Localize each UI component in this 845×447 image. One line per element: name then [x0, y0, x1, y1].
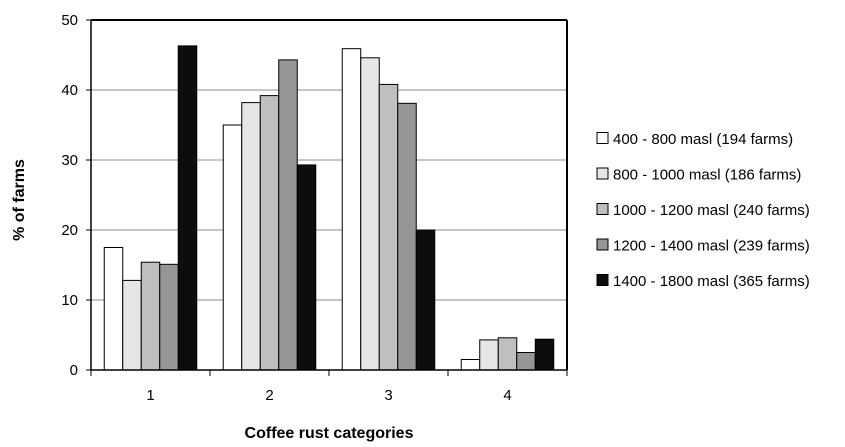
bar — [497, 337, 518, 371]
x-tick-label: 1 — [146, 387, 154, 404]
x-tick-label: 3 — [384, 387, 392, 404]
bar — [516, 352, 536, 371]
legend: 400 - 800 masl (194 farms) 800 - 1000 mas… — [596, 131, 810, 290]
bar — [278, 59, 298, 371]
y-tick-labels: 0 10 20 30 40 50 — [61, 12, 78, 379]
bar — [103, 247, 124, 371]
y-tick-label: 50 — [61, 12, 78, 29]
axes — [86, 19, 568, 376]
bar — [341, 48, 362, 371]
bar — [378, 83, 399, 371]
y-tick-label: 20 — [61, 222, 78, 239]
legend-swatch — [596, 274, 609, 286]
bar — [222, 124, 243, 371]
legend-label: 1200 - 1400 masl (239 farms) — [613, 238, 810, 255]
legend-label: 800 - 1000 masl (186 farms) — [613, 167, 801, 184]
x-axis-title: Coffee rust categories — [245, 425, 414, 442]
y-tick-label: 0 — [70, 362, 78, 379]
bar — [415, 229, 436, 371]
y-tick-label: 40 — [61, 82, 78, 99]
bar — [140, 261, 161, 371]
x-tick-label: 2 — [265, 387, 273, 404]
legend-label: 400 - 800 masl (194 farms) — [613, 131, 793, 148]
legend-swatch — [596, 238, 609, 251]
bar — [360, 57, 380, 371]
bars — [103, 45, 555, 371]
bar — [479, 339, 499, 371]
y-tick-label: 30 — [61, 152, 78, 169]
legend-label: 1400 - 1800 masl (365 farms) — [613, 273, 810, 290]
bar — [241, 102, 261, 371]
legend-swatch — [596, 203, 609, 215]
bar — [259, 95, 280, 371]
bar — [460, 359, 481, 371]
bar — [122, 279, 142, 371]
gridlines — [91, 19, 567, 301]
x-tick-labels: 1 2 3 4 — [146, 387, 511, 404]
bar — [159, 263, 179, 371]
bar — [397, 102, 417, 371]
legend-label: 1000 - 1200 masl (240 farms) — [613, 202, 810, 219]
bar — [534, 338, 555, 371]
x-tick-label: 4 — [503, 387, 511, 404]
legend-swatch — [596, 132, 609, 144]
bar — [296, 164, 317, 371]
y-tick-label: 10 — [61, 292, 78, 309]
y-axis-title: % of farms — [11, 159, 28, 241]
bar — [177, 45, 198, 371]
legend-swatch — [596, 167, 609, 180]
